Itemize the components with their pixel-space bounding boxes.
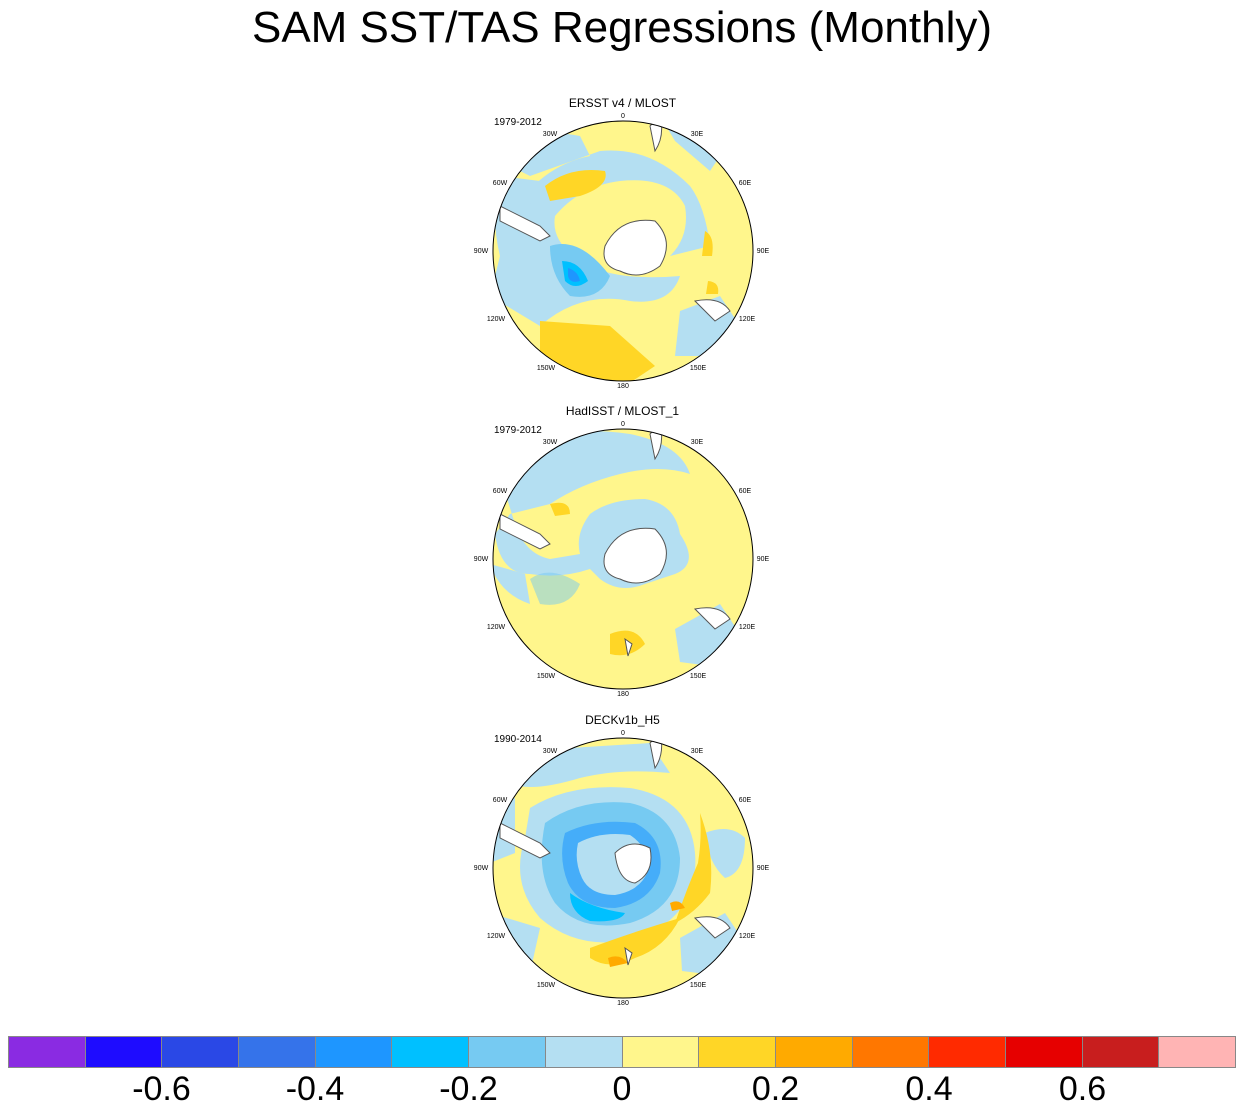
lon-label-150w: 150W <box>537 982 556 989</box>
lon-label-120w: 120W <box>487 933 506 940</box>
lon-label-60e: 60E <box>739 488 752 495</box>
lon-label-90w: 90W <box>474 248 489 255</box>
colorbar-swatch <box>84 1036 162 1068</box>
lon-label-180: 180 <box>617 1000 629 1007</box>
lon-label-30w: 30W <box>543 748 558 755</box>
colorbar-tick-label: 0.2 <box>751 1070 800 1108</box>
panel-title: DECKv1b_H5 <box>585 713 660 727</box>
colorbar-swatch <box>1081 1036 1159 1068</box>
colorbar-tick-label: 0.6 <box>1058 1070 1107 1108</box>
lon-label-60w: 60W <box>493 797 508 804</box>
panel-title: ERSST v4 / MLOST <box>568 96 677 110</box>
colorbar-tick-label: 0 <box>612 1070 632 1108</box>
lon-label-90e: 90E <box>757 556 770 563</box>
lon-label-120e: 120E <box>739 624 756 631</box>
lon-label-90w: 90W <box>474 865 489 872</box>
map-panel-2: HadISST / MLOST_1 1979-2012 0 30W 60W 90… <box>470 404 775 704</box>
panel-title: HadISST / MLOST_1 <box>565 404 680 418</box>
lon-label-180: 180 <box>617 383 629 390</box>
figure-title: SAM SST/TAS Regressions (Monthly) <box>251 3 993 52</box>
colorbar-swatch <box>851 1036 929 1068</box>
colorbar-swatch <box>314 1036 392 1068</box>
colorbar-swatch <box>238 1036 315 1068</box>
colorbar-swatch <box>468 1036 545 1068</box>
colorbar-swatch <box>698 1036 775 1068</box>
colorbar-swatch <box>8 1036 85 1068</box>
lon-label-60w: 60W <box>493 488 508 495</box>
colorbar-tick-label: 0.4 <box>905 1070 953 1108</box>
lon-label-90w: 90W <box>474 556 489 563</box>
colorbar-tick-label: -0.6 <box>132 1070 191 1108</box>
lon-label-150e: 150E <box>690 982 707 989</box>
lon-label-150w: 150W <box>537 673 556 680</box>
lon-label-60e: 60E <box>739 797 752 804</box>
lon-label-150e: 150E <box>690 673 707 680</box>
polar-map: 0 30W 60W 90W 120W 150W 180 30E 60E 90E … <box>474 113 770 390</box>
panel-period: 1979-2012 <box>494 117 542 128</box>
polar-map: 0 30W 60W 90W 120W 150W 180 30E 60E 90E … <box>474 730 770 1007</box>
colorbar-swatch <box>621 1036 699 1068</box>
colorbar-swatch <box>928 1036 1005 1068</box>
lon-label-0: 0 <box>621 730 625 737</box>
lon-label-90e: 90E <box>757 248 770 255</box>
lon-label-120w: 120W <box>487 624 506 631</box>
colorbar-tick-label: -0.2 <box>439 1070 498 1108</box>
colorbar-swatch <box>1004 1036 1082 1068</box>
lon-label-30w: 30W <box>543 131 558 138</box>
lon-label-90e: 90E <box>757 865 770 872</box>
colorbar <box>8 1036 1236 1068</box>
lon-label-180: 180 <box>617 691 629 698</box>
lon-label-150e: 150E <box>690 365 707 372</box>
map-panel-1: ERSST v4 / MLOST 1979-2012 0 30W 60W 90W… <box>470 96 775 396</box>
lon-label-30e: 30E <box>691 748 704 755</box>
map-panel-3: DECKv1b_H5 1990-2014 0 30W <box>470 713 775 1013</box>
lon-label-30e: 30E <box>691 131 704 138</box>
lon-label-0: 0 <box>621 113 625 120</box>
colorbar-swatch <box>544 1036 622 1068</box>
colorbar-tick-labels: -0.6 -0.4 -0.2 0 0.2 0.4 0.6 <box>0 1070 1244 1116</box>
colorbar-swatch <box>1158 1036 1236 1068</box>
colorbar-swatch <box>161 1036 239 1068</box>
lon-label-30w: 30W <box>543 439 558 446</box>
colorbar-swatch <box>391 1036 469 1068</box>
lon-label-120w: 120W <box>487 316 506 323</box>
polar-map: 0 30W 60W 90W 120W 150W 180 30E 60E 90E … <box>474 421 770 698</box>
panel-period: 1979-2012 <box>494 425 542 436</box>
lon-label-30e: 30E <box>691 439 704 446</box>
lon-label-0: 0 <box>621 421 625 428</box>
panel-period: 1990-2014 <box>494 734 542 745</box>
colorbar-swatch <box>774 1036 852 1068</box>
lon-label-60e: 60E <box>739 180 752 187</box>
lon-label-60w: 60W <box>493 180 508 187</box>
lon-label-120e: 120E <box>739 316 756 323</box>
colorbar-tick-label: -0.4 <box>285 1070 345 1108</box>
lon-label-120e: 120E <box>739 933 756 940</box>
lon-label-150w: 150W <box>537 365 556 372</box>
